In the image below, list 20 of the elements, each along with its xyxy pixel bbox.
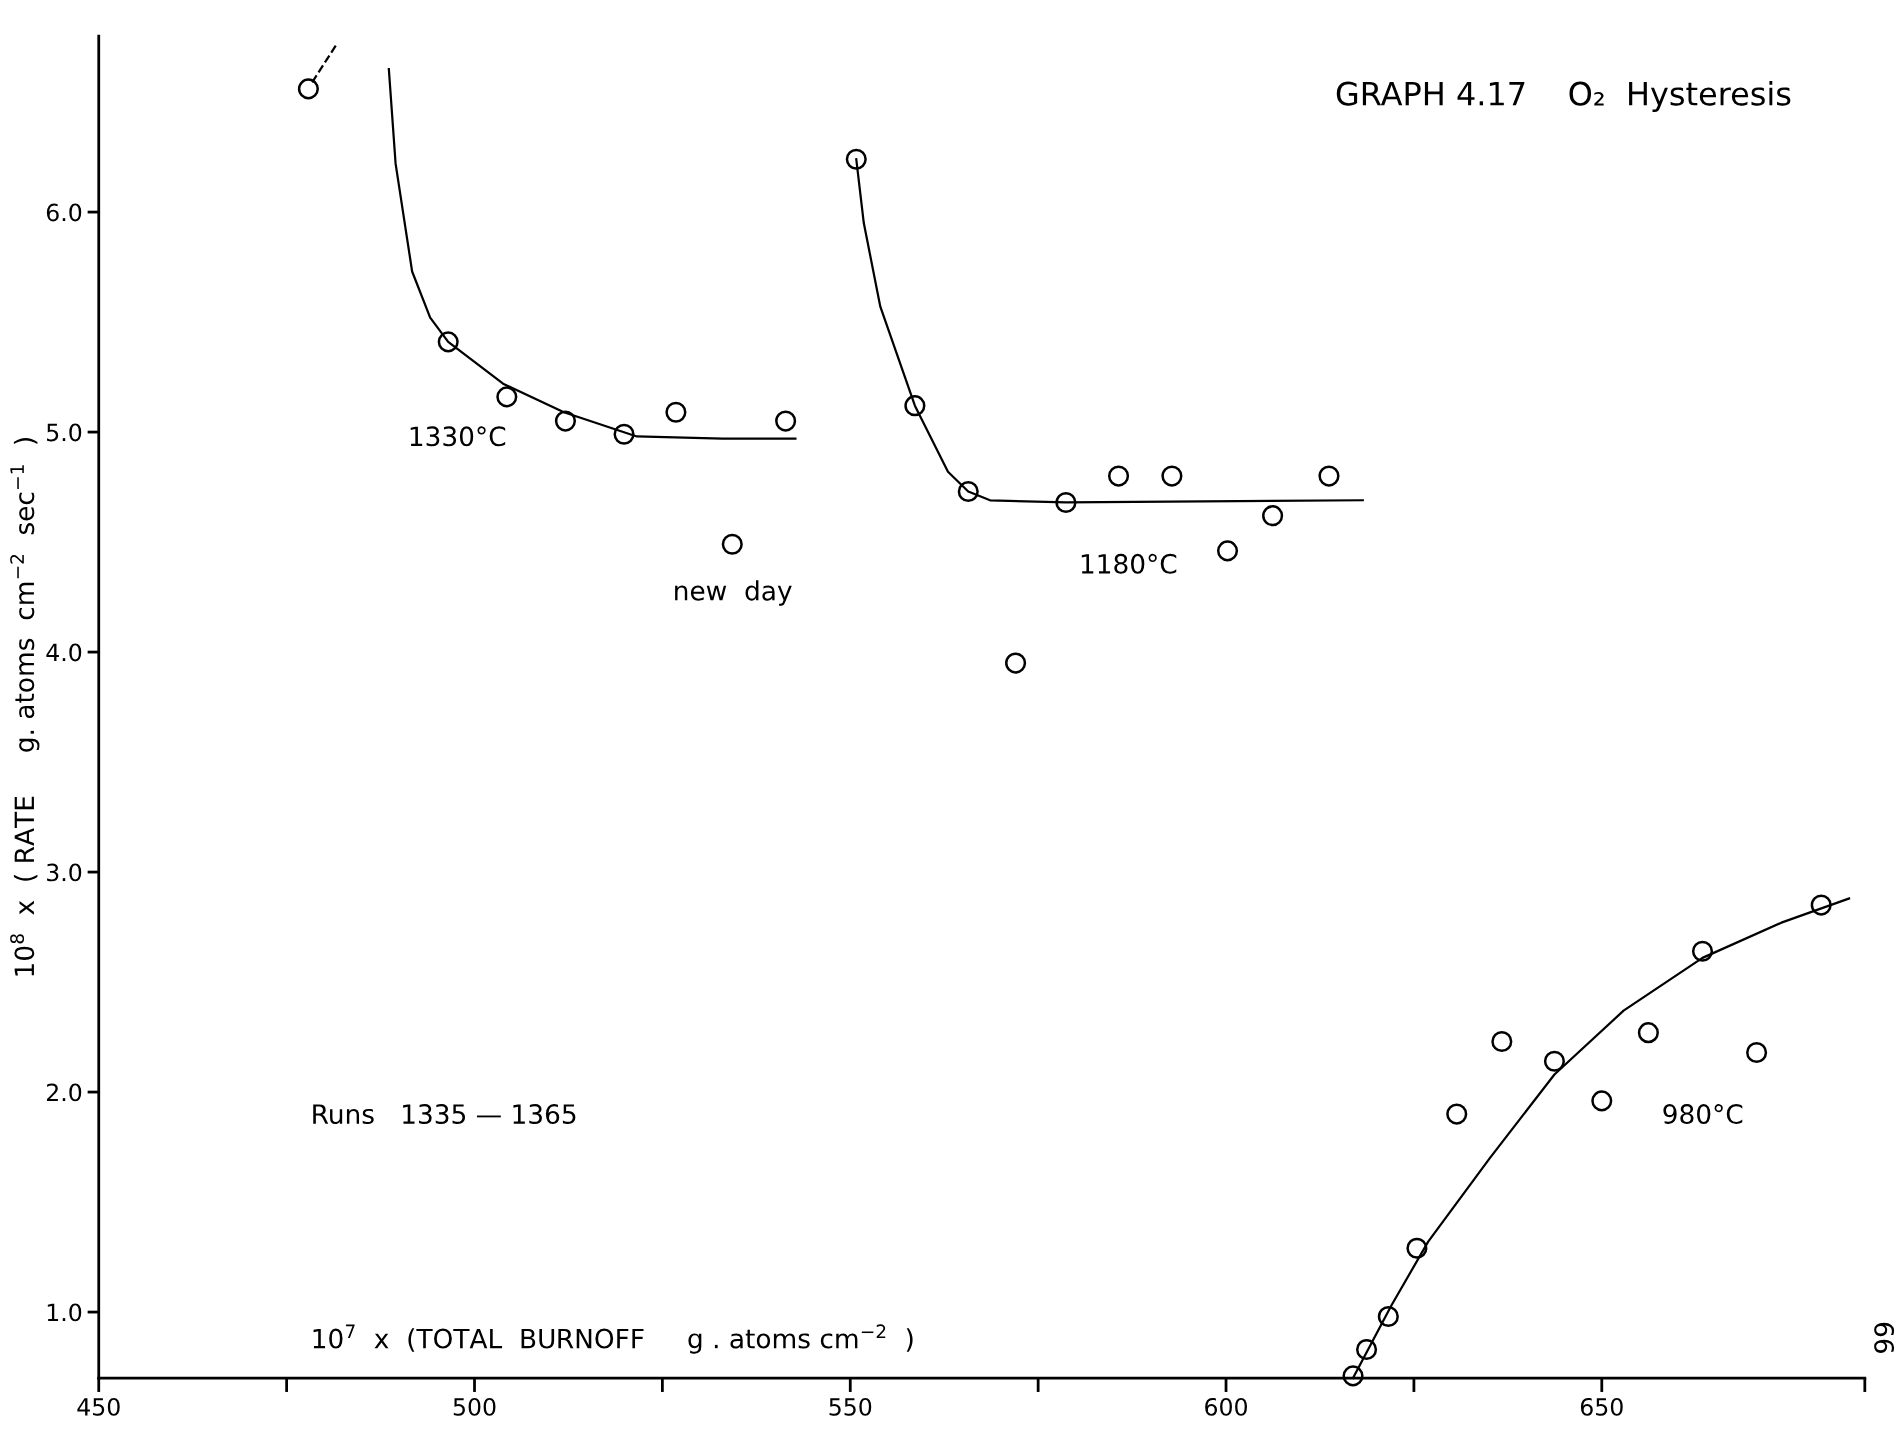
annotation: new day (675, 580, 792, 606)
y-tick-label: 4.0 (46, 643, 82, 662)
x-axis-title: 10$^{7}$ x (TOTAL BURNOFF g . atoms cm$^{−2}$ ) (313, 1324, 913, 1354)
x-tick-label: 500 (453, 1397, 496, 1416)
annotation: 1180°C (1081, 553, 1177, 574)
y-tick-label: 5.0 (47, 423, 82, 442)
y-tick-label: 1.0 (47, 1303, 82, 1322)
y-tick-label: 3.0 (47, 863, 82, 882)
x-tick-label: 450 (77, 1397, 120, 1416)
text: 99 (1874, 1322, 1895, 1353)
annotation: 1330°C (410, 426, 506, 447)
x-tick-label: 650 (1580, 1397, 1623, 1416)
text: GRAPH 4.17 O₂ Hysteresis (1336, 81, 1791, 112)
annotation: Runs 1335 — 1365 (313, 1104, 576, 1125)
y-tick-label: 2.0 (46, 1083, 82, 1102)
x-tick-label: 550 (829, 1397, 872, 1416)
y-tick-label: 6.0 (46, 203, 82, 222)
y-axis-title: 10$^{8}$ x ( RATE g. atoms cm$^{−2}$ sec$^{−1}$ ) (10, 438, 40, 976)
annotation: 980°C (1663, 1104, 1743, 1125)
x-tick-label: 600 (1205, 1397, 1247, 1416)
